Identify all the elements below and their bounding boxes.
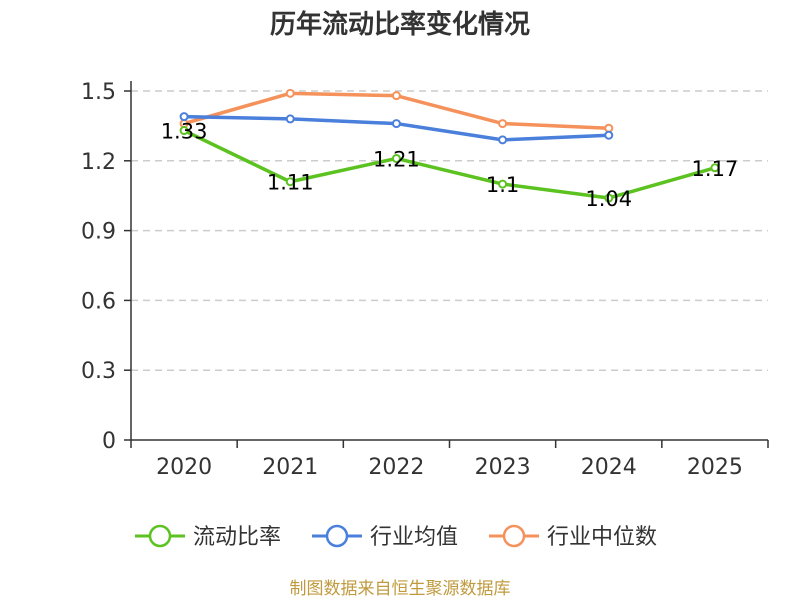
x-tick-label: 2021	[262, 455, 318, 480]
data-point	[391, 153, 401, 163]
legend-item[interactable]: 行业中位数	[489, 524, 657, 550]
legend-marker-icon	[325, 524, 349, 548]
data-point	[604, 123, 614, 133]
data-label: 1.11	[267, 171, 314, 195]
data-label: 1.17	[692, 157, 739, 181]
data-point	[285, 88, 295, 98]
legend-item[interactable]: 行业均值	[312, 524, 458, 550]
data-point	[391, 91, 401, 101]
legend: 流动比率 行业均值 行业中位数	[135, 524, 657, 550]
data-label: 1.1	[486, 173, 519, 197]
legend-item[interactable]: 流动比率	[135, 524, 281, 550]
series-line	[183, 128, 716, 200]
data-label: 1.33	[161, 120, 208, 144]
legend-label: 行业均值	[370, 525, 458, 550]
x-tick-label: 2024	[581, 455, 637, 480]
chart-title: 历年流动比率变化情况	[270, 9, 530, 40]
data-label: 1.21	[373, 147, 420, 171]
y-tick-label: 0.6	[81, 289, 116, 314]
x-tick-label: 2020	[156, 455, 212, 480]
data-point	[498, 119, 508, 129]
x-tick-label: 2022	[368, 455, 424, 480]
data-labels: 1.33 1.11 1.21 1.1 1.04 1.17	[161, 120, 739, 211]
y-tick-label: 0.9	[81, 220, 116, 245]
data-point	[604, 193, 614, 203]
source-note: 制图数据来自恒生聚源数据库	[290, 579, 511, 599]
grid	[131, 90, 768, 371]
data-point	[179, 126, 189, 136]
series-layer	[179, 88, 720, 203]
axes: 0 0.3 0.6 0.9 1.2 1.5 2020 2021 2022 2023 2024 2025	[81, 80, 769, 480]
data-point	[285, 177, 295, 187]
data-point	[179, 112, 189, 122]
legend-marker-icon	[148, 524, 172, 548]
legend-label: 行业中位数	[547, 525, 657, 550]
x-tick-label: 2023	[475, 455, 531, 480]
y-tick-label: 1.2	[81, 150, 116, 175]
data-point	[604, 130, 614, 140]
legend-label: 流动比率	[193, 525, 281, 550]
data-point	[498, 179, 508, 189]
data-point	[498, 135, 508, 145]
y-tick-label: 1.5	[81, 80, 116, 105]
data-point	[285, 114, 295, 124]
y-tick-label: 0.3	[81, 359, 116, 384]
data-point	[710, 163, 720, 173]
x-tick-label: 2025	[687, 455, 743, 480]
legend-marker-icon	[502, 524, 526, 548]
data-label: 1.04	[585, 187, 632, 211]
data-point	[391, 119, 401, 129]
y-tick-label: 0	[102, 429, 116, 454]
